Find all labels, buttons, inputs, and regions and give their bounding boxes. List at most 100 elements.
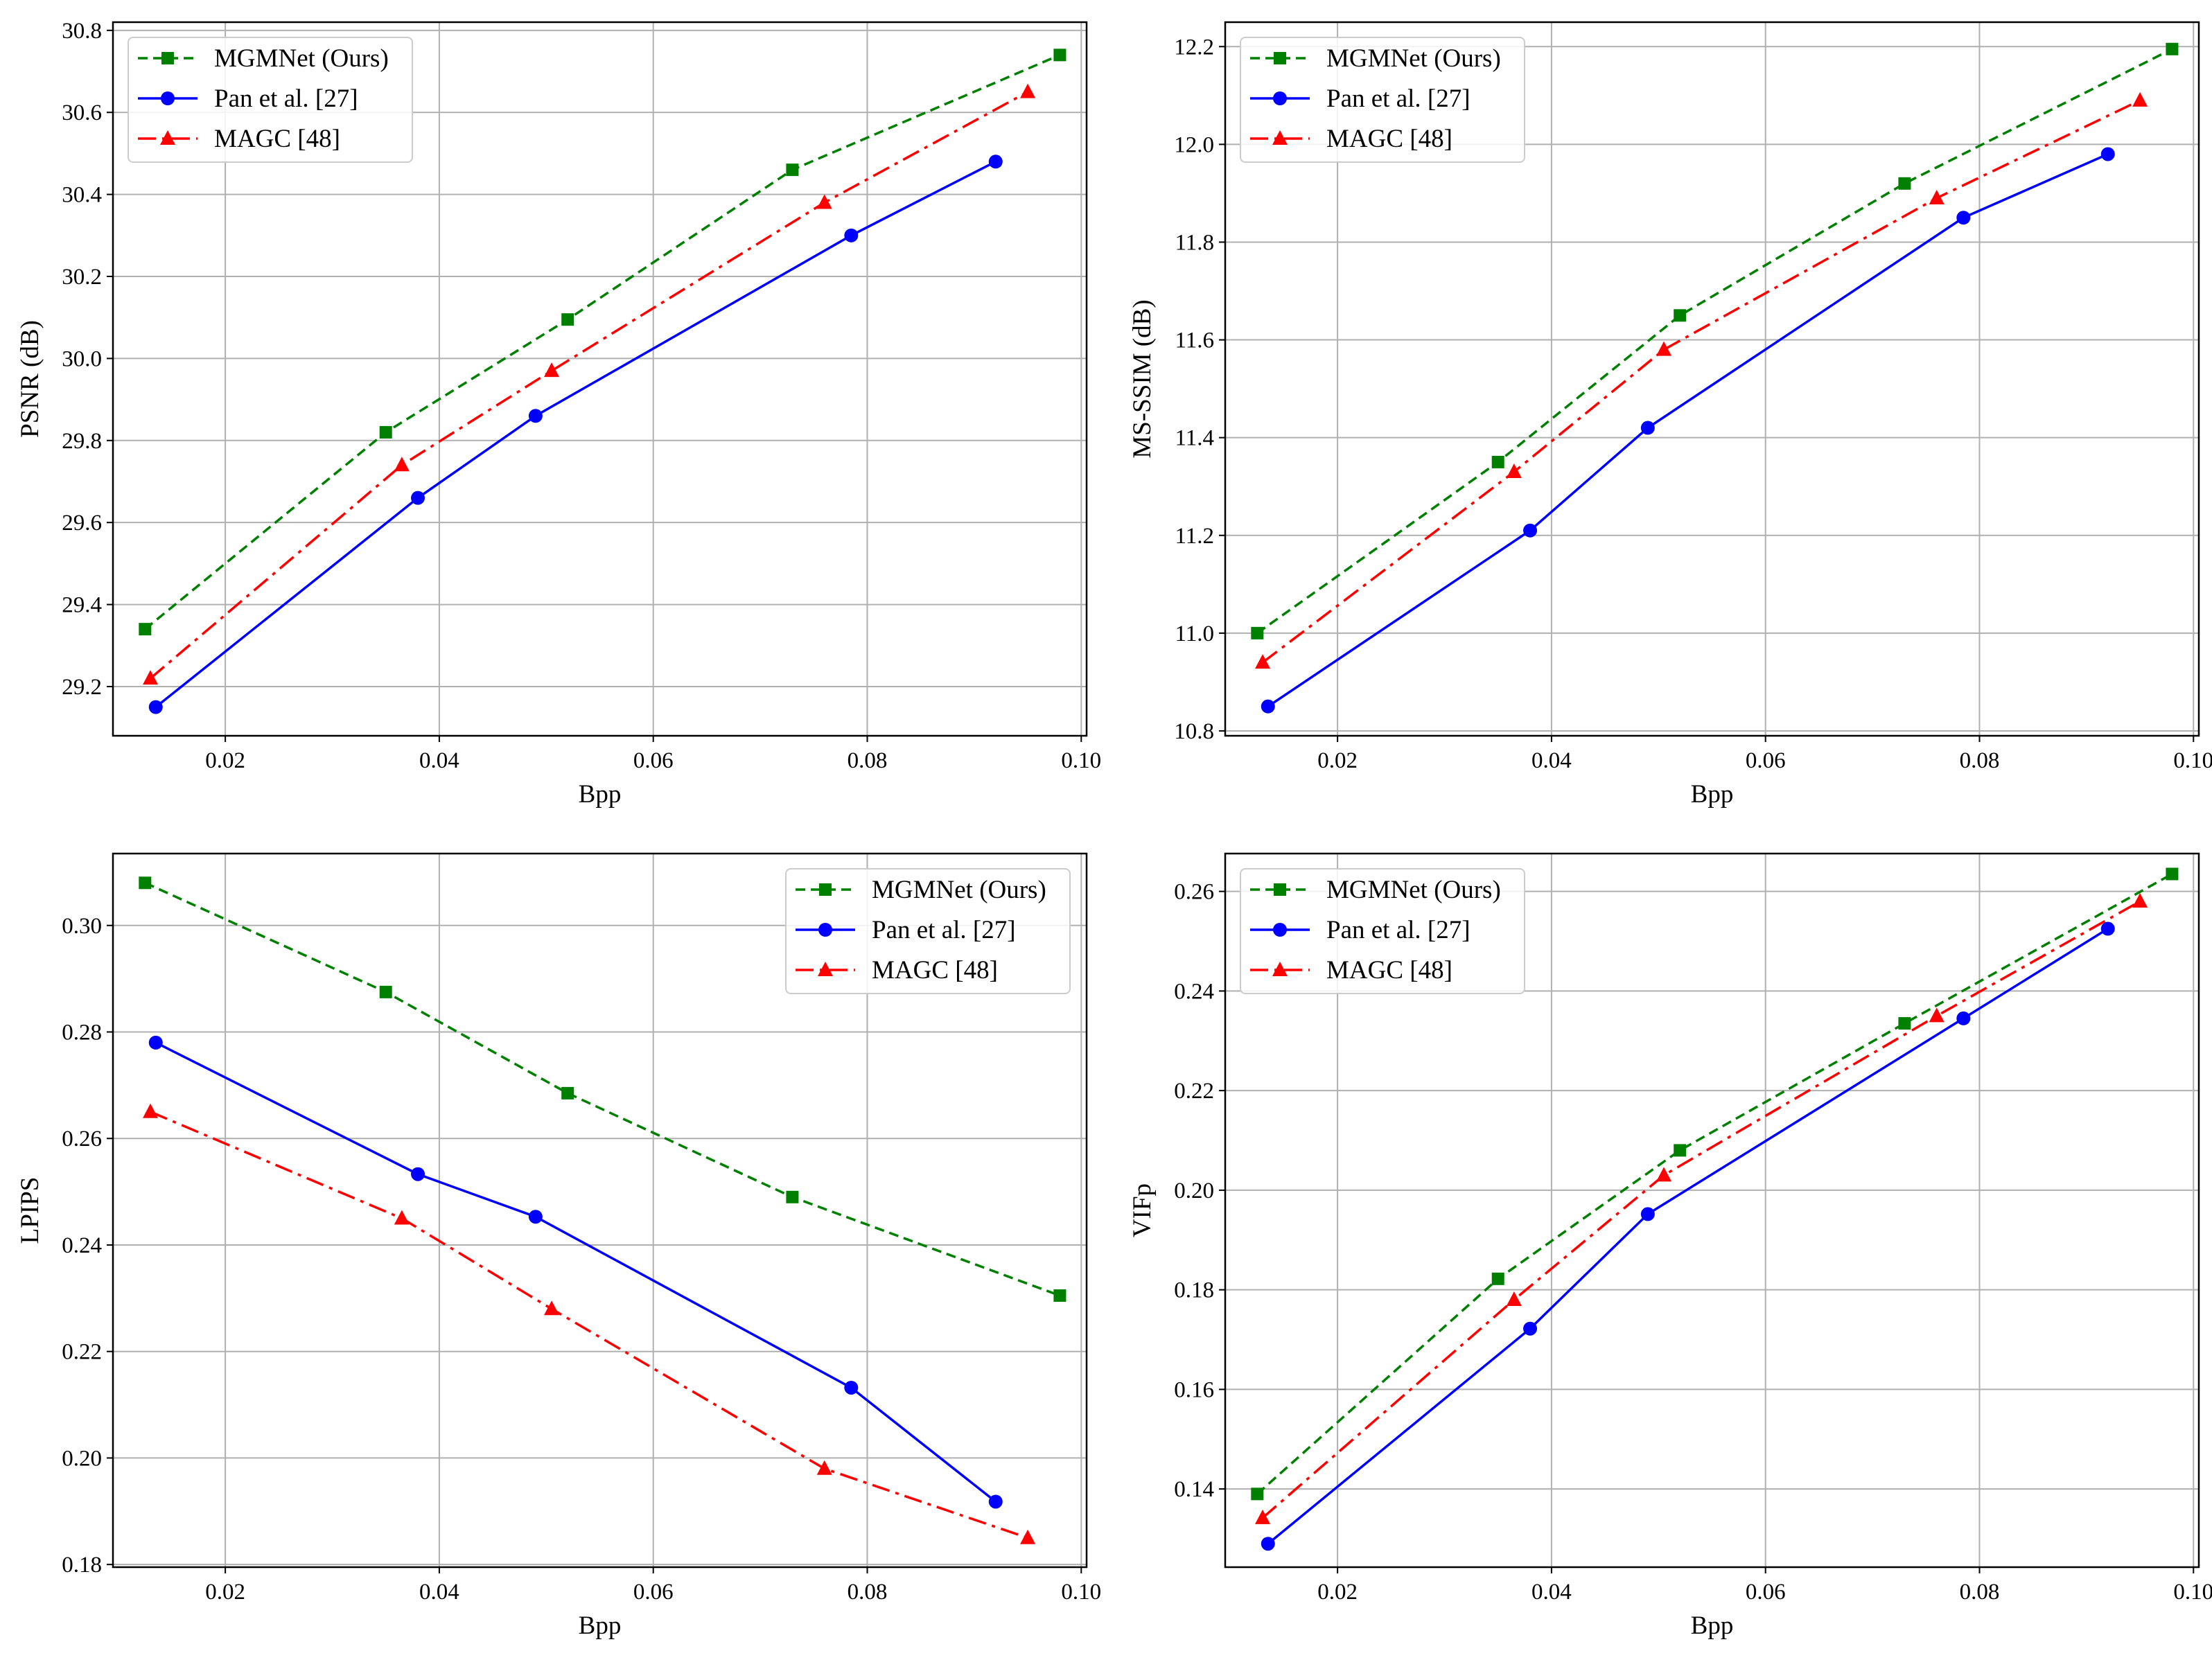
y-tick-label: 11.8: [1175, 230, 1214, 255]
data-point: [2132, 91, 2148, 107]
legend-box: [128, 37, 413, 163]
legend-label: Pan et al. [27]: [214, 85, 358, 113]
data-point: [1255, 654, 1271, 669]
data-point: [148, 1035, 163, 1050]
y-tick-label: 11.6: [1175, 328, 1214, 353]
legend-label: Pan et al. [27]: [1326, 916, 1471, 944]
series-line: [1261, 99, 2141, 664]
chart-msssim: 0.02 0.04 0.06 0.08 0.10 10.8 11.0 11.2 11.4 11.6…: [1128, 21, 2212, 809]
data-point: [379, 985, 392, 998]
y-tick-label: 0.20: [1174, 1178, 1214, 1203]
data-point: [1053, 1289, 1066, 1302]
data-point: [1261, 1537, 1275, 1551]
series-mgm: [139, 48, 1066, 636]
data-point: [2166, 42, 2179, 55]
y-tick-label: 30.8: [62, 19, 102, 44]
data-point: [2166, 867, 2179, 881]
y-tick-label: 0.22: [1174, 1079, 1214, 1104]
data-point: [1523, 523, 1538, 538]
x-axis-label: Bpp: [579, 1612, 622, 1640]
data-point: [379, 425, 392, 439]
y-tick-label: 0.28: [62, 1021, 102, 1045]
data-point: [1491, 455, 1504, 468]
series-line: [1267, 928, 2109, 1545]
y-tick-label: 30.0: [62, 346, 102, 371]
y-tick-label: 0.20: [62, 1446, 102, 1471]
y-tick-label: 29.4: [62, 593, 102, 618]
series-line: [1267, 152, 2109, 708]
x-tick-label: 0.04: [419, 748, 459, 773]
y-tick-label: 29.8: [62, 429, 102, 454]
x-tick-label: 0.06: [633, 1580, 674, 1605]
x-tick-label: 0.10: [1061, 748, 1101, 773]
data-point: [988, 1494, 1003, 1509]
legend: MGMNet (Ours) Pan et al. [27] MAGC [48]: [785, 868, 1071, 994]
y-tick-label: 0.16: [1174, 1377, 1214, 1402]
data-point: [1640, 421, 1655, 435]
data-point: [544, 1300, 560, 1316]
data-point: [411, 491, 425, 505]
legend: MGMNet (Ours) Pan et al. [27] MAGC [48]: [1240, 868, 1525, 994]
legend-marker: [160, 130, 175, 145]
x-axis-label: Bpp: [1691, 1612, 1734, 1640]
series-magc: [143, 1103, 1036, 1544]
x-tick-label: 0.04: [1531, 748, 1572, 773]
y-tick-label: 0.18: [62, 1553, 102, 1578]
legend-marker: [819, 883, 832, 896]
chart-psnr: 0.02 0.04 0.06 0.08 0.10 29.2 29.4 29.6 29.8 30.0…: [16, 19, 1101, 809]
data-point: [1898, 1017, 1911, 1030]
data-point: [1020, 83, 1036, 98]
chart-lpips: 0.02 0.04 0.06 0.08 0.10 0.18 0.20 0.22 0.24 0.26…: [16, 852, 1101, 1640]
y-axis-label: PSNR (dB): [16, 320, 44, 438]
legend-marker: [818, 962, 833, 976]
legend-box: [1240, 37, 1525, 163]
data-point: [561, 313, 574, 326]
data-point: [1898, 177, 1911, 190]
data-point: [786, 164, 799, 177]
legend-marker: [161, 91, 175, 105]
y-tick-label: 12.0: [1174, 132, 1214, 157]
series-line: [149, 91, 1028, 680]
x-tick-label: 0.08: [848, 748, 888, 773]
legend-label: MAGC [48]: [1326, 956, 1452, 984]
series-line: [150, 1111, 1028, 1539]
data-point: [394, 457, 410, 472]
plot-frame: [112, 21, 1088, 737]
y-tick-label: 0.30: [62, 914, 102, 939]
data-point: [139, 623, 152, 636]
x-tick-label: 0.10: [1061, 1580, 1101, 1605]
data-point: [816, 1460, 832, 1475]
legend-marker: [818, 923, 832, 937]
y-tick-label: 0.24: [62, 1233, 102, 1258]
y-tick-label: 11.2: [1175, 524, 1214, 549]
data-point: [2100, 147, 2115, 161]
legend-label: MGMNet (Ours): [214, 44, 389, 73]
data-point: [1956, 1011, 1971, 1025]
legend-marker: [1274, 883, 1286, 896]
legend-marker: [1273, 923, 1287, 937]
plot-frame: [1224, 21, 2200, 737]
legend-label: MAGC [48]: [1326, 125, 1452, 153]
y-tick-label: 0.22: [62, 1340, 102, 1365]
data-point: [143, 670, 159, 685]
y-tick-label: 0.14: [1174, 1477, 1214, 1502]
data-point: [1491, 1272, 1504, 1285]
legend-label: MGMNet (Ours): [1326, 876, 1501, 904]
data-point: [1929, 1007, 1945, 1023]
y-tick-label: 0.26: [62, 1127, 102, 1151]
series-line: [144, 881, 1061, 1297]
data-point: [1053, 48, 1066, 62]
x-tick-label: 0.10: [2173, 1580, 2212, 1605]
series-magc: [1255, 91, 2148, 669]
series-line: [155, 1041, 997, 1503]
series-pan: [1261, 921, 2115, 1551]
x-axis-label: Bpp: [1691, 780, 1734, 809]
data-point: [394, 1210, 410, 1225]
data-point: [1656, 341, 1672, 356]
series-magc: [143, 83, 1036, 685]
legend-label: MAGC [48]: [214, 125, 340, 153]
data-point: [1674, 309, 1687, 322]
y-tick-label: 29.6: [62, 511, 102, 536]
plot-frame: [1224, 852, 2200, 1569]
y-tick-label: 30.6: [62, 100, 102, 125]
